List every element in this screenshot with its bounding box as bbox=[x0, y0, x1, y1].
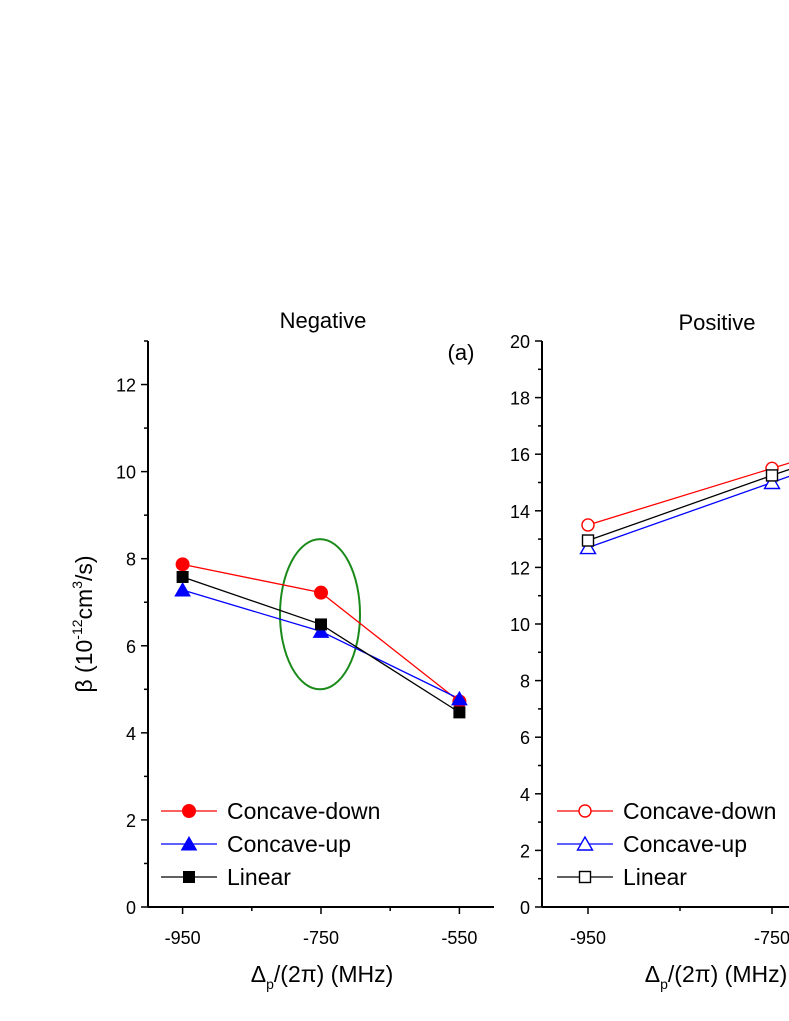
panel-a-y-tick-label: 12 bbox=[116, 376, 136, 396]
panel-b-y-tick-label: 16 bbox=[510, 445, 530, 465]
panel-a-y-tick-label: 2 bbox=[126, 811, 136, 831]
panel-b-point-triangle bbox=[763, 474, 781, 490]
y-label-pre: β (10 bbox=[71, 640, 97, 693]
panel-a-point-triangle bbox=[451, 690, 468, 706]
panel-b-title: Positive bbox=[678, 310, 755, 335]
panel-a-legend-marker bbox=[180, 835, 198, 851]
panel-a-legend-label: Concave-down bbox=[227, 798, 380, 824]
panel-b-point-circle bbox=[581, 518, 595, 532]
panel-a-x-tick-label: -950 bbox=[165, 928, 201, 948]
panel-a-point-circle bbox=[314, 585, 328, 600]
panel-a-label: (a) bbox=[448, 340, 475, 365]
x-label-sub: p bbox=[266, 976, 274, 992]
panel-b-y-tick-label: 12 bbox=[510, 558, 530, 578]
panel-a-x-tick-label: -550 bbox=[441, 928, 477, 948]
panel-a-legend-marker bbox=[182, 804, 196, 818]
y-label-sup2: 3 bbox=[69, 581, 85, 589]
panel-a-legend-marker bbox=[183, 871, 195, 883]
panel-positive: Positive 0 2 4 6 8 10 12 14 16 18 20 -950 -750 Conca… bbox=[510, 310, 789, 992]
panel-a-title: Negative bbox=[280, 308, 367, 333]
panel-a-legend-label: Linear bbox=[227, 864, 291, 890]
panel-b-legend-marker bbox=[578, 870, 592, 884]
panel-b-x-label: Δp/(2π) (MHz) bbox=[645, 961, 788, 992]
highlight-ellipse bbox=[279, 538, 361, 691]
panel-a-point-triangle bbox=[312, 623, 330, 638]
panel-b-y-tick-label: 14 bbox=[510, 502, 530, 522]
panel-b-y-tick-label: 6 bbox=[520, 728, 530, 748]
panel-b-series-line-triangle bbox=[587, 475, 789, 549]
x-label-base: Δ bbox=[645, 961, 660, 987]
panel-a-y-tick-label: 4 bbox=[126, 724, 136, 744]
y-label-mid: cm bbox=[71, 589, 97, 620]
panel-a-legend-label: Concave-up bbox=[227, 831, 351, 857]
y-label-post: /s) bbox=[71, 555, 97, 581]
panel-b-x-tick-label: -750 bbox=[754, 928, 789, 948]
panel-a-y-tick-label: 0 bbox=[126, 898, 136, 918]
x-label-rest: /(2π) (MHz) bbox=[274, 961, 393, 987]
panel-a-y-tick-label: 8 bbox=[126, 550, 136, 570]
panel-b-point-square bbox=[581, 534, 595, 547]
panel-a-point-square bbox=[176, 570, 189, 583]
panel-a-point-circle bbox=[175, 557, 190, 572]
panel-b-legend-label: Linear bbox=[623, 864, 687, 890]
y-label-sup1: -12 bbox=[69, 619, 85, 639]
panel-a-series-line-triangle bbox=[182, 589, 460, 700]
panel-b-y-tick-label: 18 bbox=[510, 389, 530, 409]
panel-a-point-square bbox=[453, 706, 466, 719]
panel-b-legend-label: Concave-down bbox=[623, 798, 776, 824]
panel-b-y-tick-label: 2 bbox=[520, 841, 530, 861]
panel-b-series-line-square bbox=[587, 468, 789, 542]
panel-a-y-label: β (10-12cm3/s) bbox=[69, 555, 97, 692]
panel-b-legend-marker bbox=[578, 804, 592, 818]
panel-b-point-triangle bbox=[579, 539, 597, 555]
panel-b-y-tick-label: 4 bbox=[520, 785, 530, 805]
panel-b-y-tick-label: 8 bbox=[520, 672, 530, 692]
panel-a-x-label: Δp/(2π) (MHz) bbox=[251, 961, 394, 992]
x-label-rest: /(2π) (MHz) bbox=[668, 961, 787, 987]
panel-b-legend-marker bbox=[576, 835, 594, 851]
panel-b-x-tick-label: -950 bbox=[570, 928, 606, 948]
panel-a-x-tick-label: -750 bbox=[303, 928, 339, 948]
x-label-base: Δ bbox=[251, 961, 266, 987]
panel-b-legend-label: Concave-up bbox=[623, 831, 747, 857]
panel-a-y-tick-label: 6 bbox=[126, 637, 136, 657]
panel-b-point-square bbox=[765, 469, 779, 482]
x-label-sub: p bbox=[660, 976, 668, 992]
panel-b-y-tick-label: 20 bbox=[510, 332, 530, 352]
panel-a-point-square bbox=[315, 618, 327, 631]
panel-a-point-triangle bbox=[174, 582, 191, 597]
panel-b-y-tick-label: 0 bbox=[520, 898, 530, 918]
panel-b-y-tick-label: 10 bbox=[510, 615, 530, 635]
panel-negative: Negative (a) 0 2 4 6 8 10 12 -950 -750 -550 Conca… bbox=[69, 308, 494, 992]
panel-b-series-line-circle bbox=[587, 462, 789, 526]
panel-a-y-tick-label: 10 bbox=[116, 463, 136, 483]
